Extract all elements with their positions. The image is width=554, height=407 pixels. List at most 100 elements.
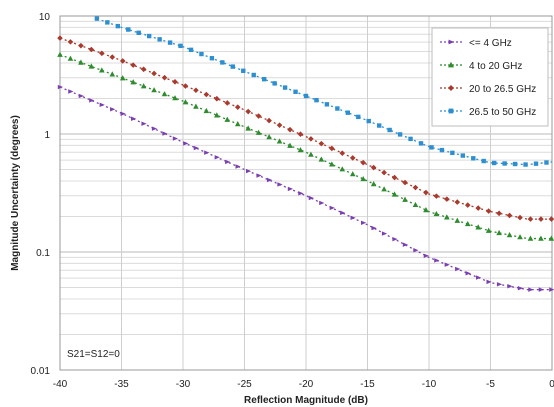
data-point <box>141 121 147 126</box>
data-point <box>370 181 377 187</box>
y-tick-label: 10 <box>39 12 51 23</box>
data-point <box>151 126 158 131</box>
data-point <box>496 229 502 236</box>
data-point <box>517 286 524 291</box>
data-point <box>402 196 408 202</box>
data-point <box>119 75 126 81</box>
data-point <box>287 142 293 148</box>
x-tick-label: -35 <box>114 379 129 390</box>
data-point <box>360 159 366 166</box>
data-point <box>99 102 105 108</box>
legend-marker <box>448 108 454 114</box>
data-point <box>251 72 256 78</box>
data-point <box>235 164 241 169</box>
data-point <box>99 50 105 57</box>
data-point <box>57 51 63 57</box>
data-point <box>491 160 497 166</box>
data-point <box>444 214 450 220</box>
data-point <box>214 112 220 118</box>
data-point <box>507 284 513 289</box>
data-point <box>381 186 387 192</box>
data-point <box>391 174 398 181</box>
data-point <box>99 67 105 73</box>
data-point <box>517 234 523 240</box>
data-point <box>230 64 236 69</box>
data-point <box>376 123 382 128</box>
data-point <box>533 161 539 166</box>
data-point <box>256 173 262 178</box>
data-point <box>220 60 225 65</box>
data-point <box>109 54 116 60</box>
data-point <box>356 114 361 120</box>
data-point <box>485 227 492 233</box>
data-point <box>506 232 513 238</box>
data-point <box>527 235 534 241</box>
data-point <box>429 145 434 150</box>
data-point <box>140 83 147 89</box>
legend-marker <box>448 61 454 68</box>
data-point <box>105 20 110 25</box>
x-tick-label: -30 <box>176 379 191 390</box>
data-point <box>183 141 189 146</box>
data-point <box>345 110 351 115</box>
data-point <box>517 214 523 221</box>
data-point <box>465 271 471 276</box>
series-layer <box>57 16 554 292</box>
data-point <box>193 145 199 151</box>
data-point <box>412 184 419 191</box>
data-point <box>282 85 288 90</box>
data-point <box>538 287 544 292</box>
x-tick-label: -25 <box>237 379 252 390</box>
data-point <box>241 68 246 73</box>
data-point <box>126 27 131 32</box>
data-point <box>402 242 409 247</box>
legend-label: 26.5 to 50 GHz <box>469 107 536 118</box>
data-point <box>329 161 335 167</box>
data-point <box>444 262 450 267</box>
data-point <box>88 63 95 69</box>
data-point <box>329 145 335 152</box>
legend-item: 20 to 26.5 GHz <box>440 84 536 95</box>
data-point <box>276 122 283 128</box>
y-tick-label: 0.1 <box>36 248 50 259</box>
data-point <box>423 189 429 196</box>
data-point <box>476 275 482 280</box>
data-point <box>349 155 356 161</box>
legend-label: 20 to 26.5 GHz <box>469 84 536 95</box>
s-parameter-note: S21=S12=0 <box>67 349 120 360</box>
data-point <box>538 216 544 222</box>
data-point <box>130 116 137 121</box>
data-point <box>146 33 152 39</box>
data-point <box>496 210 502 217</box>
x-tick-label: -15 <box>360 379 375 390</box>
data-point <box>130 62 136 68</box>
data-point <box>78 42 84 49</box>
data-point <box>434 258 440 263</box>
data-point <box>314 97 319 103</box>
data-point <box>57 84 63 90</box>
data-point <box>110 107 116 112</box>
data-point <box>464 220 471 227</box>
y-tick-label: 0.01 <box>31 366 51 377</box>
data-point <box>182 99 189 105</box>
data-point <box>523 162 528 167</box>
legend-items: <= 4 GHz 4 to 20 GHz 20 to 26.5 GHz 26.5 to… <box>440 38 536 118</box>
data-point <box>413 248 419 253</box>
x-axis-title: Reflection Magnitude (dB) <box>244 395 368 406</box>
data-point <box>370 164 377 171</box>
data-point <box>454 199 461 205</box>
data-point <box>549 287 554 292</box>
data-point <box>120 111 126 117</box>
data-point <box>340 210 346 216</box>
data-point <box>485 208 492 214</box>
data-point <box>255 129 262 135</box>
data-point <box>506 212 513 219</box>
series-4 <box>94 16 553 167</box>
data-point <box>130 79 136 85</box>
data-point <box>182 83 189 89</box>
legend-marker <box>448 85 454 91</box>
data-point <box>548 216 554 222</box>
data-point <box>261 76 267 82</box>
data-point <box>527 216 534 222</box>
data-point <box>319 200 325 206</box>
